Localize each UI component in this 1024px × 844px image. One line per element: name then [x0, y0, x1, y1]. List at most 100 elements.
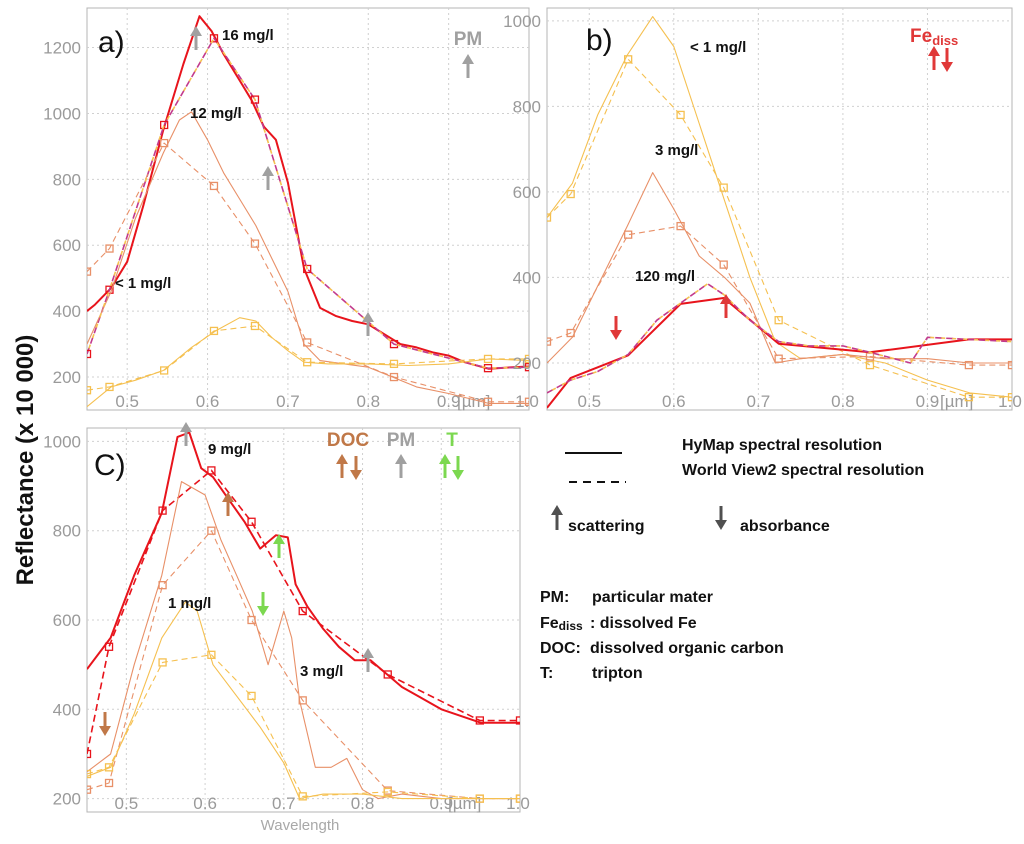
panel-b: 200 400 600 800 1000 0.5 0.6 0.7 0.8 0.9 [µm] 1.0 b)… [503, 7, 1022, 411]
pm-scattering-arrow-icon [395, 454, 407, 478]
scattering-arrow-icon [262, 166, 274, 190]
y-tick-label: 200 [513, 354, 541, 373]
series-line [87, 111, 529, 404]
fe-scattering-arrow-icon [928, 46, 940, 70]
y-tick-label: 1000 [43, 104, 81, 123]
y-tick-label: 200 [53, 368, 81, 387]
series-line [547, 172, 1012, 364]
x-tick-label: 0.9 [916, 392, 940, 411]
x-end-label: 1.0 [506, 794, 530, 813]
series-marker [158, 658, 167, 667]
y-tick-label: 1200 [43, 39, 81, 58]
scattering-arrow-icon-head [190, 26, 202, 36]
series-marker [676, 221, 685, 231]
scattering-arrow-icon [222, 492, 234, 516]
series-marker [483, 354, 493, 364]
series-marker [105, 285, 114, 294]
series-marker [964, 393, 974, 402]
scattering-arrow-icon-head [720, 294, 732, 304]
series-marker [250, 95, 260, 104]
x-tick-label: 0.8 [831, 392, 855, 411]
series-marker [209, 326, 219, 336]
concentration-label: 1 mg/l [168, 595, 211, 612]
series-marker [158, 506, 167, 515]
legend-dashed-label: World View2 spectral resolution [682, 462, 924, 479]
series-marker [303, 358, 312, 367]
indicator-pm: PM [454, 29, 483, 50]
doc-absorbance-arrow-icon [350, 456, 362, 480]
x-tick-label: 0.7 [747, 392, 771, 411]
indicator-pm: PM [387, 430, 416, 451]
series-marker [87, 267, 92, 276]
x-tick-label: 0.6 [193, 794, 217, 813]
series-marker [207, 466, 216, 475]
fe-main: Fe [910, 26, 932, 47]
plot-frame [546, 7, 1013, 411]
abbrev-fe-main: Fe [540, 615, 559, 632]
concentration-label: 12 mg/l [190, 105, 242, 122]
series-marker [87, 785, 92, 794]
y-tick-label: 1000 [43, 432, 81, 451]
series-marker [207, 650, 216, 659]
abbrev-fediss-text: : dissolved Fe [590, 615, 697, 632]
series-marker [104, 763, 114, 772]
series-marker [105, 382, 114, 392]
series-marker [964, 360, 974, 370]
series-line [87, 530, 520, 800]
x-tick-label: 0.6 [662, 392, 686, 411]
series-marker [1007, 393, 1012, 402]
y-tick-label: 600 [53, 236, 81, 255]
series-marker [547, 337, 552, 346]
y-tick-label: 400 [513, 268, 541, 287]
series-marker [483, 397, 493, 406]
series-marker [475, 716, 484, 725]
abbrev-t: T: [540, 665, 553, 682]
y-tick-label: 800 [513, 97, 541, 116]
series-line [87, 654, 520, 800]
series-marker [303, 338, 312, 347]
indicator-fediss: Fediss [910, 26, 958, 48]
series-line-overlay [87, 36, 529, 370]
series-line [547, 225, 1012, 366]
indicator-t: T [446, 430, 458, 451]
legend-absorbance-label: absorbance [740, 518, 830, 535]
series-marker [389, 372, 399, 382]
x-tick-label: 0.9 [437, 392, 461, 411]
scattering-arrow-icon-head [180, 422, 192, 432]
y-tick-label: 800 [53, 522, 81, 541]
series-marker [159, 120, 169, 130]
series-marker [87, 386, 92, 395]
series-line [87, 481, 520, 800]
scattering-arrow-icon [362, 312, 374, 336]
y-tick-label: 600 [513, 183, 541, 202]
x-unit-label: [µm] [940, 392, 973, 411]
panel-letter: b) [586, 24, 613, 57]
concentration-label: 120 mg/l [635, 268, 695, 285]
x-tick-label: 0.6 [196, 392, 220, 411]
fe-absorbance-arrow-icon [941, 48, 953, 72]
legend-solid-label: HyMap spectral resolution [682, 437, 882, 454]
series-marker [105, 244, 114, 253]
series-marker [865, 360, 875, 370]
series-marker [719, 260, 728, 269]
series-marker [87, 749, 92, 759]
legend: HyMap spectral resolution World View2 sp… [540, 437, 924, 682]
absorbance-arrow-icon [610, 316, 622, 340]
series-line [547, 283, 1012, 394]
scattering-arrow-icon [720, 294, 732, 318]
concentration-label: < 1 mg/l [690, 39, 746, 56]
series-marker [389, 339, 399, 349]
concentration-label: 3 mg/l [300, 663, 343, 680]
series-marker [524, 354, 529, 364]
panel-a: 200 400 600 800 1000 1200 0.5 0.6 0.7 0.8 0.9[µm] 1… [43, 7, 539, 411]
t-absorbance-arrow-icon [452, 456, 464, 480]
fe-scattering-arrow-icon-head [928, 46, 940, 56]
fe-absorbance-arrow-icon-head [941, 62, 953, 72]
series-marker [209, 34, 219, 43]
series-marker [515, 716, 520, 725]
scattering-arrow-icon-head [362, 648, 374, 658]
abbrev-doc-text: dissolved organic carbon [590, 640, 784, 657]
absorbance-arrow-icon-head [99, 726, 111, 736]
series-marker [774, 316, 783, 325]
